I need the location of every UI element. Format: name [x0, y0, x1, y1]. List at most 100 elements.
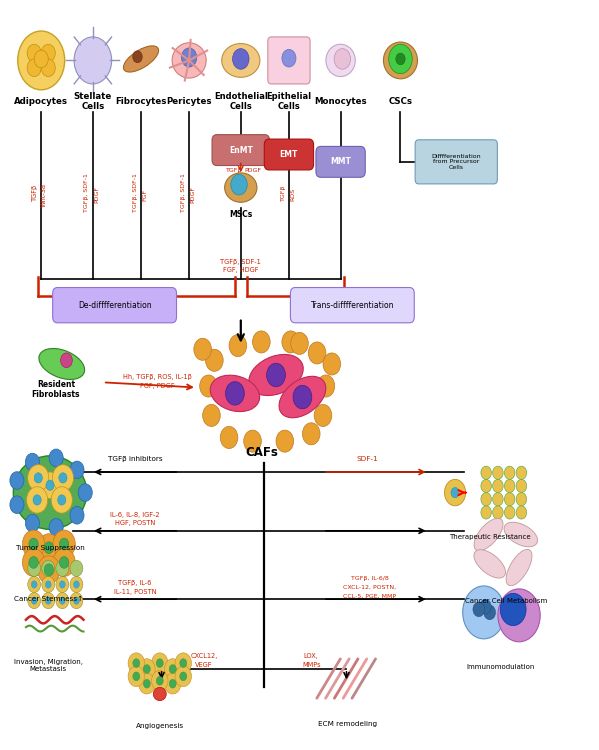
Circle shape [27, 59, 41, 76]
Circle shape [516, 479, 527, 493]
Circle shape [317, 375, 335, 397]
Ellipse shape [279, 376, 326, 418]
Circle shape [175, 652, 192, 674]
Ellipse shape [222, 44, 260, 77]
Circle shape [175, 666, 192, 687]
Text: MMPs: MMPs [302, 662, 320, 668]
Circle shape [59, 538, 69, 550]
Circle shape [199, 375, 217, 397]
Text: FGF, HDGF: FGF, HDGF [223, 267, 259, 273]
Text: Wnt-3a: Wnt-3a [41, 183, 47, 207]
Ellipse shape [249, 355, 303, 395]
Circle shape [504, 466, 515, 479]
Text: Stellate
Cells: Stellate Cells [74, 92, 112, 111]
Text: Fibrocytes: Fibrocytes [116, 97, 167, 106]
Circle shape [484, 605, 495, 619]
Circle shape [38, 534, 60, 562]
Circle shape [143, 680, 150, 688]
Circle shape [34, 472, 43, 483]
Circle shape [481, 506, 491, 519]
Circle shape [133, 658, 140, 668]
Circle shape [78, 484, 92, 502]
Circle shape [323, 353, 341, 375]
Text: TGFβ, SDF-1: TGFβ, SDF-1 [220, 259, 261, 265]
Text: Monocytes: Monocytes [314, 97, 367, 106]
Ellipse shape [39, 349, 84, 380]
Text: TGFβ: TGFβ [280, 184, 286, 201]
Ellipse shape [474, 550, 506, 578]
Circle shape [492, 466, 503, 479]
Text: CXCL12,: CXCL12, [190, 652, 217, 658]
Circle shape [156, 676, 164, 686]
Circle shape [220, 427, 238, 448]
Circle shape [169, 664, 176, 674]
Text: TGFβ: TGFβ [32, 184, 38, 201]
Circle shape [152, 670, 168, 691]
Circle shape [205, 350, 223, 371]
Circle shape [29, 556, 38, 568]
Circle shape [302, 423, 320, 445]
Circle shape [128, 652, 144, 674]
Circle shape [56, 592, 69, 609]
Circle shape [42, 577, 55, 592]
Circle shape [41, 44, 55, 62]
Text: Resident
Fibroblasts: Resident Fibroblasts [32, 380, 80, 400]
Circle shape [74, 580, 79, 588]
Ellipse shape [210, 375, 259, 412]
Circle shape [59, 472, 67, 483]
Circle shape [226, 382, 244, 405]
Circle shape [59, 597, 65, 604]
Text: Immunomodulation: Immunomodulation [466, 664, 534, 670]
Circle shape [516, 493, 527, 506]
Circle shape [74, 597, 79, 604]
Circle shape [56, 577, 69, 592]
Text: Therapeutic Resistance: Therapeutic Resistance [449, 534, 531, 540]
Text: MSCs: MSCs [229, 209, 252, 218]
Circle shape [180, 672, 187, 681]
Circle shape [194, 338, 211, 360]
Circle shape [70, 577, 83, 592]
Ellipse shape [474, 518, 503, 550]
Text: TGFβ, SDF-1: TGFβ, SDF-1 [132, 173, 138, 212]
Text: Pericytes: Pericytes [167, 97, 212, 106]
Circle shape [49, 518, 63, 536]
Text: Cancer Stemness↑: Cancer Stemness↑ [14, 596, 83, 602]
Circle shape [314, 404, 332, 427]
FancyArrowPatch shape [352, 659, 376, 698]
Text: TGFβ, IL-6: TGFβ, IL-6 [119, 580, 152, 586]
Ellipse shape [153, 687, 167, 700]
Circle shape [202, 404, 220, 427]
Text: SDF-1: SDF-1 [356, 456, 378, 462]
Circle shape [334, 49, 350, 69]
Circle shape [74, 37, 111, 84]
Circle shape [27, 44, 41, 62]
Circle shape [156, 658, 164, 668]
Circle shape [25, 514, 40, 532]
Circle shape [38, 556, 60, 584]
Circle shape [481, 479, 491, 493]
Text: EnMT: EnMT [229, 146, 253, 154]
Ellipse shape [13, 456, 87, 530]
Text: LOX,: LOX, [304, 652, 319, 658]
FancyBboxPatch shape [291, 287, 415, 322]
Ellipse shape [326, 44, 355, 76]
Circle shape [26, 487, 48, 513]
Circle shape [31, 597, 37, 604]
Circle shape [473, 602, 485, 616]
Circle shape [492, 479, 503, 493]
Circle shape [58, 495, 66, 505]
Circle shape [308, 342, 326, 364]
Circle shape [138, 658, 155, 680]
Circle shape [180, 658, 187, 668]
Circle shape [44, 564, 53, 576]
Text: TGFβ inhibitors: TGFβ inhibitors [108, 456, 162, 462]
Circle shape [229, 334, 247, 356]
Circle shape [42, 560, 55, 577]
Text: PDGF: PDGF [244, 168, 261, 173]
Circle shape [232, 49, 249, 69]
Text: Cancer Cell Metabolism: Cancer Cell Metabolism [465, 598, 547, 604]
Circle shape [59, 580, 65, 588]
Circle shape [498, 589, 540, 642]
Circle shape [56, 560, 69, 577]
Text: Invasion, Migration,
Metastasis: Invasion, Migration, Metastasis [14, 658, 83, 672]
